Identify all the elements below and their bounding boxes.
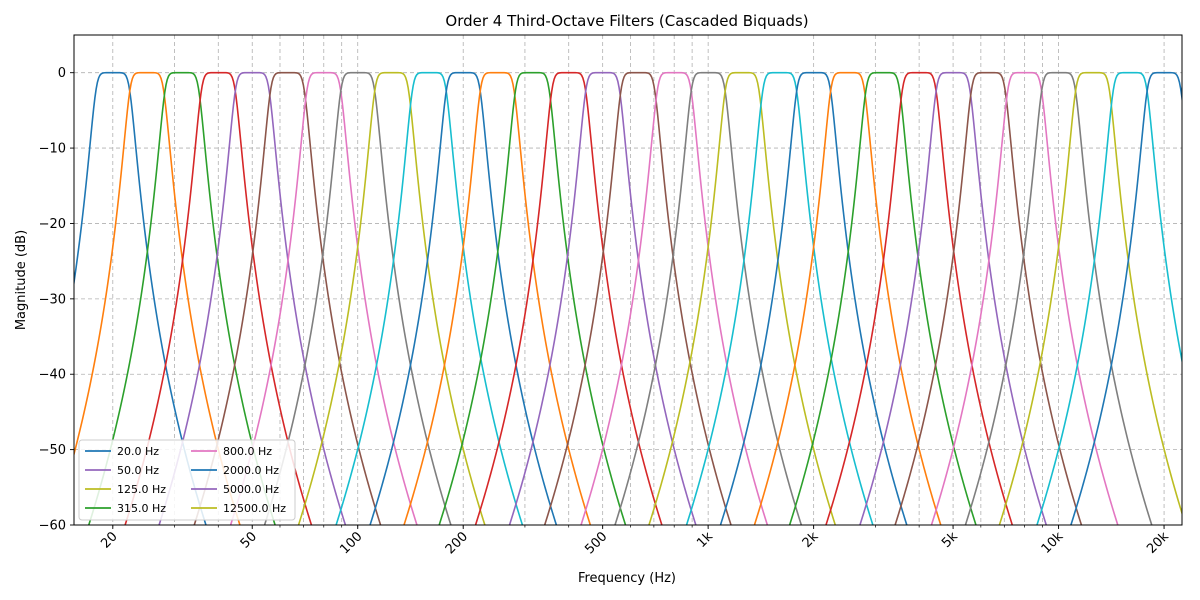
filter-curve	[825, 71, 1014, 525]
legend-label: 315.0 Hz	[117, 502, 166, 515]
filter-curve	[580, 71, 769, 525]
legend-label: 20.0 Hz	[117, 445, 159, 458]
y-tick-label: −10	[39, 142, 66, 157]
legend-label: 800.0 Hz	[223, 445, 272, 458]
y-tick-label: −20	[39, 217, 66, 232]
legend-label: 125.0 Hz	[117, 483, 166, 496]
legend-label: 50.0 Hz	[117, 464, 159, 477]
filter-curve	[474, 71, 663, 525]
filter-curve	[158, 71, 347, 525]
filter-curve	[124, 71, 313, 525]
filter-curve	[964, 71, 1153, 525]
y-tick-label: −60	[39, 519, 66, 534]
plot-frame	[73, 34, 1183, 526]
y-tick-label: −50	[39, 443, 66, 458]
legend-label: 2000.0 Hz	[223, 464, 279, 477]
legend-label: 5000.0 Hz	[223, 483, 279, 496]
filter-curve	[543, 71, 732, 525]
x-axis-label: Frequency (Hz)	[578, 571, 676, 586]
filter-curve	[614, 71, 803, 525]
filter-curve	[998, 71, 1182, 525]
legend: 20.0 Hz 50.0 Hz 125.0 Hz 315.0 Hz 800.0 Hz 20…	[78, 439, 296, 521]
filter-curve	[930, 71, 1119, 525]
chart-title: Order 4 Third-Octave Filters (Cascaded B…	[445, 12, 808, 30]
y-tick-label: −30	[39, 292, 66, 307]
filter-curve	[859, 71, 1048, 525]
legend-box	[78, 439, 296, 521]
y-axis-label: Magnitude (dB)	[14, 230, 29, 330]
filter-curve	[193, 71, 382, 525]
y-tick-label: −40	[39, 368, 66, 383]
filter-curve	[894, 71, 1083, 525]
filter-curve	[508, 71, 697, 525]
legend-label: 12500.0 Hz	[223, 502, 286, 515]
y-tick-label: 0	[58, 66, 66, 81]
